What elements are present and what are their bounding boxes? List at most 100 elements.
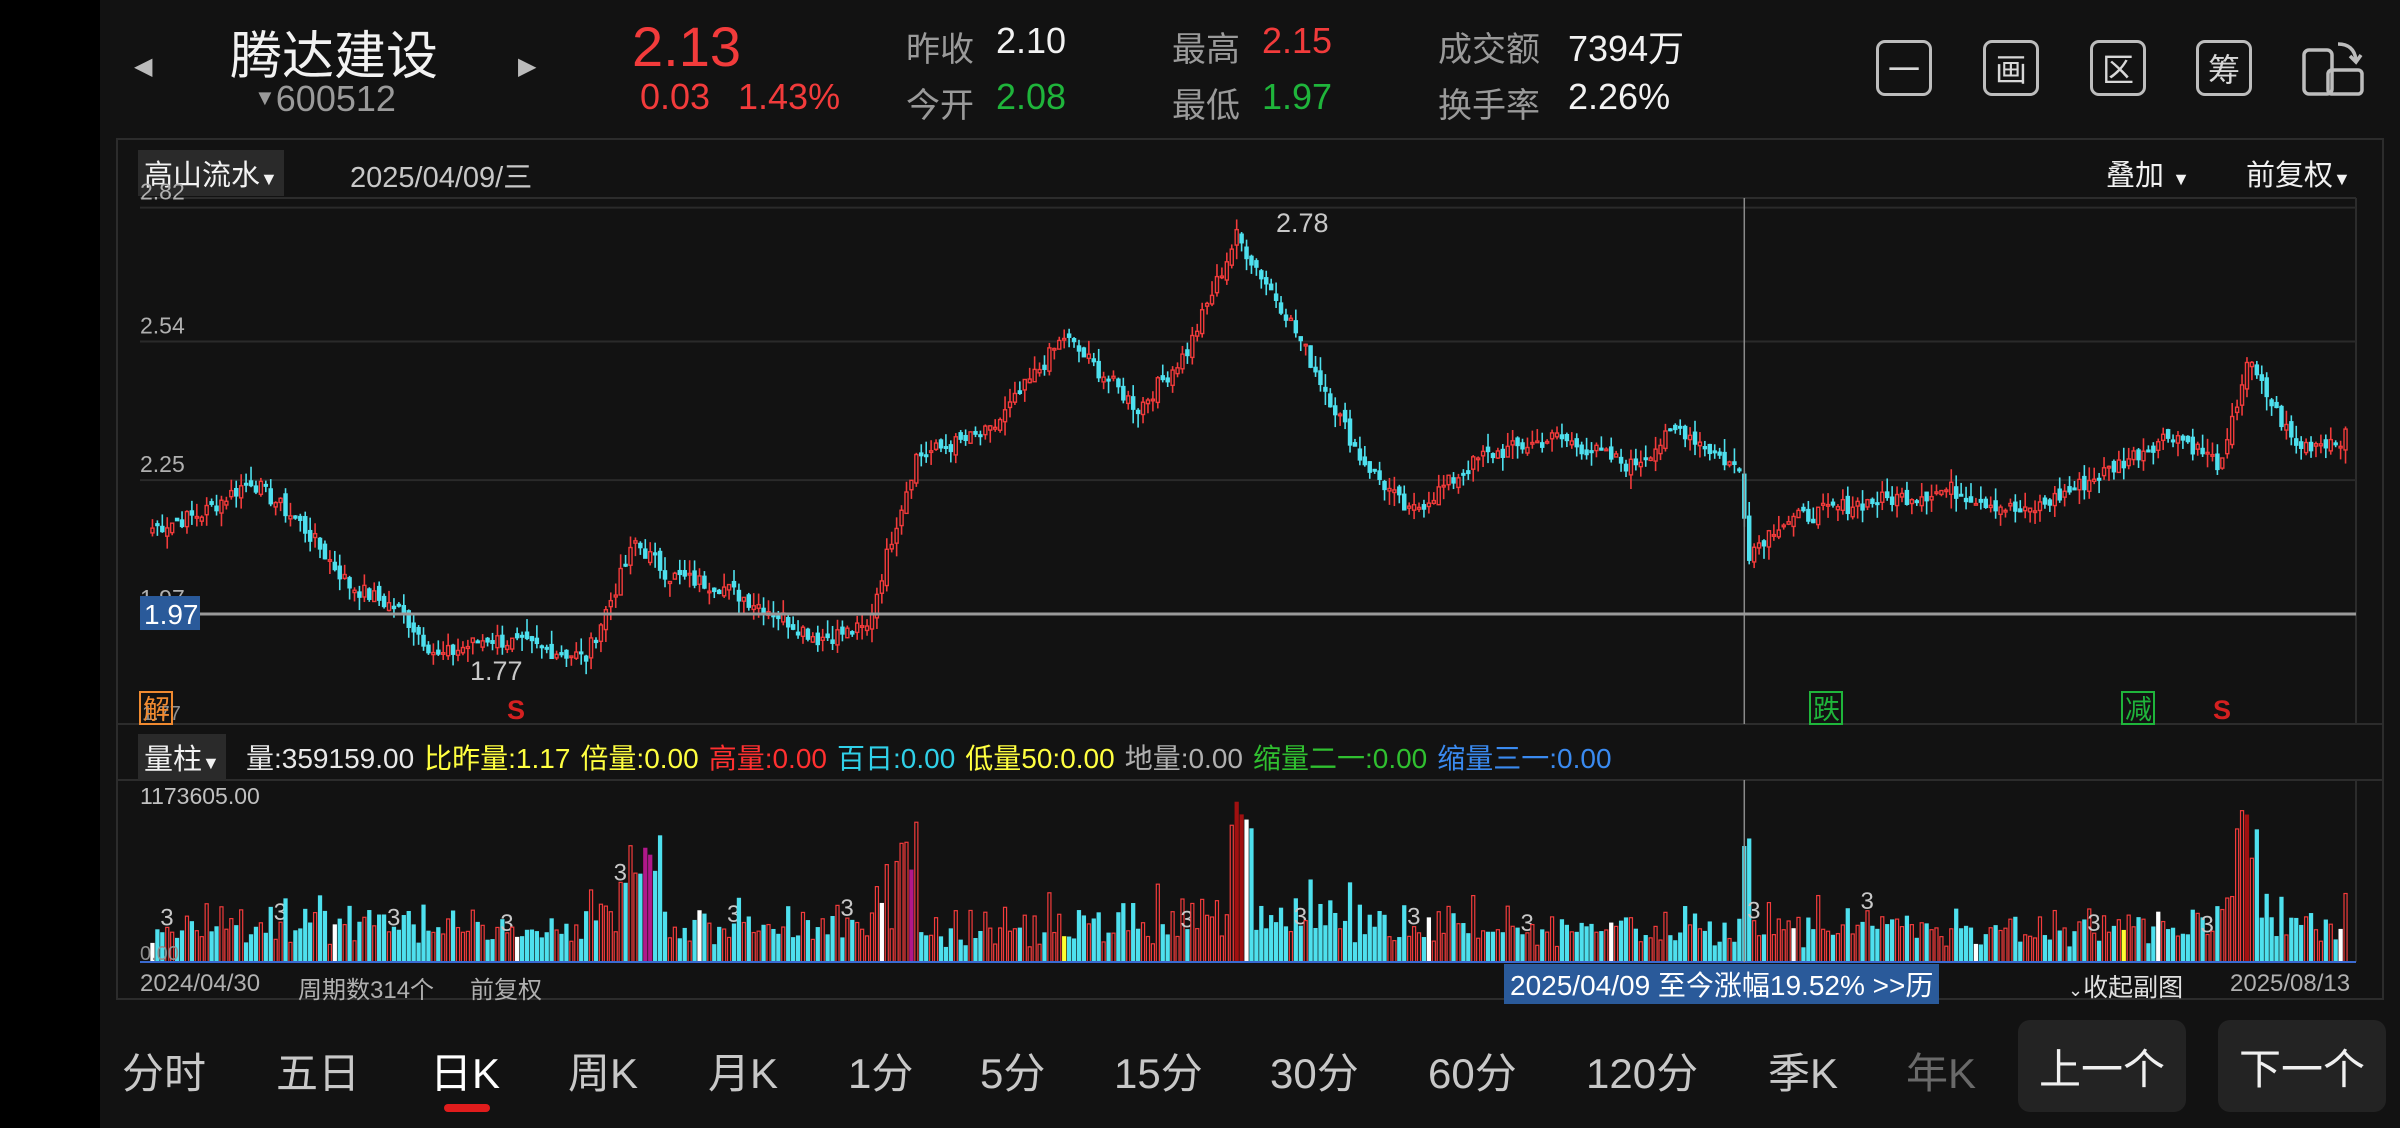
candle-body xyxy=(283,493,288,517)
tab-1min[interactable]: 1分 xyxy=(848,1050,914,1097)
end-date: 2025/08/13 xyxy=(2230,970,2351,997)
volume-bar xyxy=(1244,819,1249,963)
candle-body xyxy=(1717,451,1722,456)
volume-bar xyxy=(1066,936,1072,963)
volume-bar xyxy=(243,942,249,963)
tab-30min[interactable]: 30分 xyxy=(1270,1050,1359,1097)
tab-monthly-k[interactable]: 月K xyxy=(708,1050,779,1097)
stock-code[interactable]: ▼600512 xyxy=(254,78,396,119)
candle-body xyxy=(2037,501,2043,512)
tab-timeshare[interactable]: 分时 xyxy=(122,1050,207,1097)
candle-body xyxy=(1377,470,1382,481)
chips-tool-button[interactable]: 筹 xyxy=(2196,40,2252,96)
volume-bar xyxy=(746,916,751,963)
candle-body xyxy=(1288,317,1294,322)
tab-five-day[interactable]: 五日 xyxy=(276,1050,361,1097)
volume-bar xyxy=(1298,925,1303,963)
volume-bar xyxy=(204,903,209,963)
volume-bar xyxy=(1239,814,1244,963)
candle-body xyxy=(603,609,609,631)
rotate-screen-icon[interactable] xyxy=(2298,36,2368,100)
tab-quarterly-k[interactable]: 季K xyxy=(1768,1050,1839,1097)
volume-bar xyxy=(1515,927,1520,963)
candle-body xyxy=(1584,449,1589,456)
volume-bar xyxy=(1155,883,1160,963)
volume-bar xyxy=(2161,920,2166,963)
candle-body xyxy=(894,527,899,544)
candle-body xyxy=(1781,524,1786,528)
volume-bar xyxy=(2077,921,2082,963)
volume-bar xyxy=(401,915,406,963)
indicator-selector[interactable]: 高山流水▼ xyxy=(138,150,284,196)
next-stock-button[interactable]: 下一个 xyxy=(2218,1020,2386,1112)
volume-bar xyxy=(2092,932,2097,963)
volume-bar xyxy=(1702,930,1707,963)
volume-bar xyxy=(1875,928,1880,963)
volume-bar xyxy=(633,872,638,963)
tab-yearly-k[interactable]: 年K xyxy=(1906,1050,1977,1097)
volume-indicator-selector[interactable]: 量柱▼ xyxy=(138,734,226,780)
prev-stock-arrow[interactable]: ◀ xyxy=(134,53,153,80)
volume-bar-marker: 3 xyxy=(160,904,173,931)
open-label: 今开 xyxy=(906,87,974,125)
candle-body xyxy=(1520,442,1525,450)
candle-body xyxy=(2082,475,2087,491)
draw-tool-button[interactable]: 画 xyxy=(1983,40,2039,96)
volume-bar xyxy=(1963,925,1969,963)
tab-daily-k[interactable]: 日K xyxy=(430,1050,501,1097)
volume-bar xyxy=(1362,934,1367,963)
candlestick-chart[interactable]: 2.822.542.251.973333333333333331173605.0… xyxy=(100,0,2400,1128)
collapse-subchart-button[interactable]: ⌄收起副图 xyxy=(2068,974,2184,1002)
candle-body xyxy=(534,637,540,645)
volume-bar xyxy=(1919,922,1924,963)
candle-body xyxy=(1012,392,1018,403)
tab-15min[interactable]: 15分 xyxy=(1114,1050,1203,1097)
tab-5min[interactable]: 5分 xyxy=(980,1050,1046,1097)
candle-body xyxy=(1751,546,1757,563)
volume-bar xyxy=(786,906,791,963)
volume-bar xyxy=(815,927,820,963)
low-value: 1.97 xyxy=(1262,76,1333,117)
prev-stock-button[interactable]: 上一个 xyxy=(2018,1020,2186,1112)
candle-body xyxy=(381,595,387,608)
candle-body xyxy=(1820,502,1826,506)
range-tool-button[interactable]: 区 xyxy=(2090,40,2146,96)
candle-body xyxy=(2264,377,2269,398)
candle-body xyxy=(608,599,614,608)
candle-body xyxy=(1032,368,1037,383)
candle-body xyxy=(2160,433,2166,442)
minimize-tool-button[interactable]: 一 xyxy=(1876,40,1932,96)
candle-body xyxy=(2323,439,2329,449)
volume-bar xyxy=(362,916,367,963)
candle-body xyxy=(441,651,446,655)
candle-body xyxy=(1130,396,1136,410)
volume-bar-marker: 3 xyxy=(2087,910,2100,937)
volume-bar xyxy=(278,921,283,963)
next-stock-arrow[interactable]: ▶ xyxy=(518,53,537,80)
candle-body xyxy=(1801,506,1806,512)
volume-bar xyxy=(1811,929,1816,963)
tab-weekly-k[interactable]: 周K xyxy=(568,1050,639,1097)
range-info-link[interactable]: 2025/04/09 至今涨幅19.52% >>历 xyxy=(1504,964,1940,1004)
volume-bar xyxy=(303,908,308,963)
candle-body xyxy=(1589,450,1594,454)
volume-bar xyxy=(1683,906,1688,963)
volume-bar xyxy=(1643,935,1648,963)
candle-body xyxy=(1544,440,1550,444)
volume-bar xyxy=(1614,925,1619,963)
volume-bar xyxy=(194,930,199,963)
candle-body xyxy=(1860,503,1865,511)
tab-60min[interactable]: 60分 xyxy=(1428,1050,1517,1097)
volume-bar xyxy=(1062,936,1067,963)
candle-body xyxy=(179,519,185,528)
candle-body xyxy=(805,628,811,640)
candle-body xyxy=(1475,457,1481,461)
candle-body xyxy=(840,626,845,635)
candle-body xyxy=(1002,409,1008,423)
volume-bar xyxy=(1219,935,1225,963)
overlay-selector[interactable]: 叠加 ▼ xyxy=(2106,160,2190,192)
candle-body xyxy=(2170,439,2176,443)
volume-bar xyxy=(588,889,594,963)
tab-120min[interactable]: 120分 xyxy=(1586,1050,1699,1097)
adjust-selector[interactable]: 前复权▼ xyxy=(2246,160,2351,192)
